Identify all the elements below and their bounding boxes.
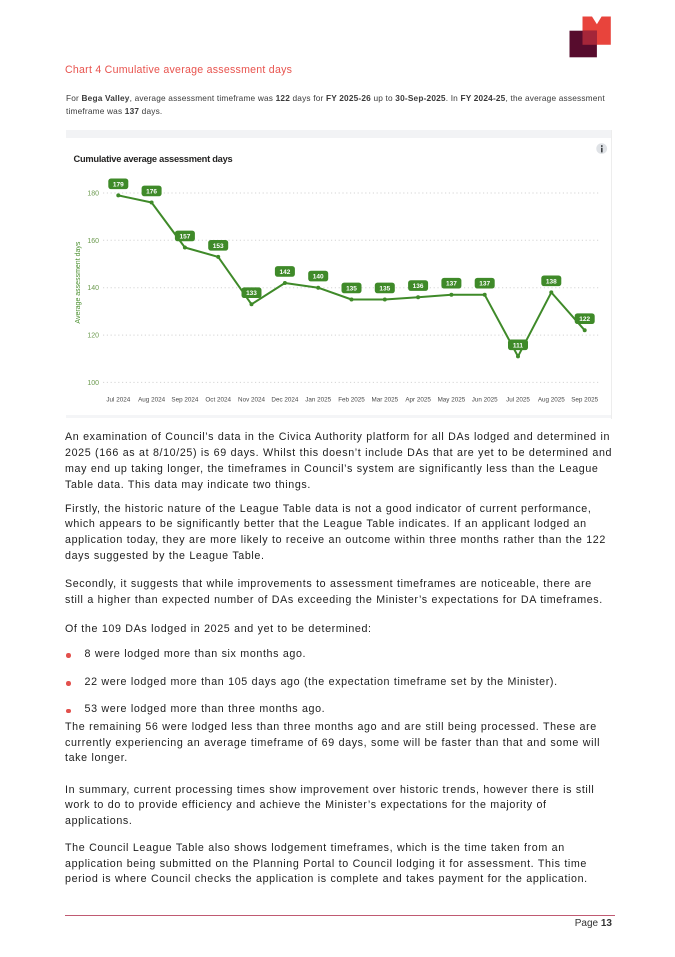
svg-text:153: 153 bbox=[213, 243, 224, 250]
svg-text:137: 137 bbox=[479, 281, 490, 288]
svg-text:Jan 2025: Jan 2025 bbox=[305, 397, 331, 404]
svg-text:120: 120 bbox=[87, 332, 99, 339]
svg-text:142: 142 bbox=[279, 269, 290, 276]
svg-text:135: 135 bbox=[379, 285, 390, 292]
svg-text:100: 100 bbox=[87, 380, 99, 387]
svg-text:Jun 2025: Jun 2025 bbox=[472, 397, 498, 404]
svg-text:138: 138 bbox=[546, 278, 557, 285]
svg-text:133: 133 bbox=[246, 290, 257, 297]
svg-text:135: 135 bbox=[346, 285, 357, 292]
svg-text:Jul 2024: Jul 2024 bbox=[106, 397, 130, 404]
svg-text:Feb 2025: Feb 2025 bbox=[338, 397, 365, 404]
svg-text:Apr 2025: Apr 2025 bbox=[405, 397, 431, 404]
svg-text:122: 122 bbox=[579, 316, 590, 323]
svg-text:Aug 2024: Aug 2024 bbox=[138, 397, 165, 404]
svg-text:May 2025: May 2025 bbox=[438, 397, 466, 404]
svg-text:136: 136 bbox=[413, 283, 424, 290]
svg-text:Sep 2025: Sep 2025 bbox=[571, 397, 598, 404]
svg-text:176: 176 bbox=[146, 188, 157, 195]
svg-text:Mar 2025: Mar 2025 bbox=[371, 397, 398, 404]
svg-text:137: 137 bbox=[446, 281, 457, 288]
svg-text:160: 160 bbox=[87, 238, 99, 245]
svg-text:Dec 2024: Dec 2024 bbox=[271, 397, 298, 404]
svg-text:180: 180 bbox=[87, 190, 99, 197]
svg-text:Average assessment days: Average assessment days bbox=[75, 241, 82, 323]
svg-text:Oct 2024: Oct 2024 bbox=[205, 397, 231, 404]
svg-text:179: 179 bbox=[113, 181, 124, 188]
svg-text:111: 111 bbox=[513, 342, 524, 349]
svg-text:140: 140 bbox=[313, 274, 324, 281]
svg-text:157: 157 bbox=[179, 233, 190, 240]
svg-text:Sep 2024: Sep 2024 bbox=[171, 397, 198, 404]
svg-text:Jul 2025: Jul 2025 bbox=[506, 397, 530, 404]
svg-text:Aug 2025: Aug 2025 bbox=[538, 397, 565, 404]
svg-text:140: 140 bbox=[87, 285, 99, 292]
svg-text:Nov 2024: Nov 2024 bbox=[238, 397, 265, 404]
